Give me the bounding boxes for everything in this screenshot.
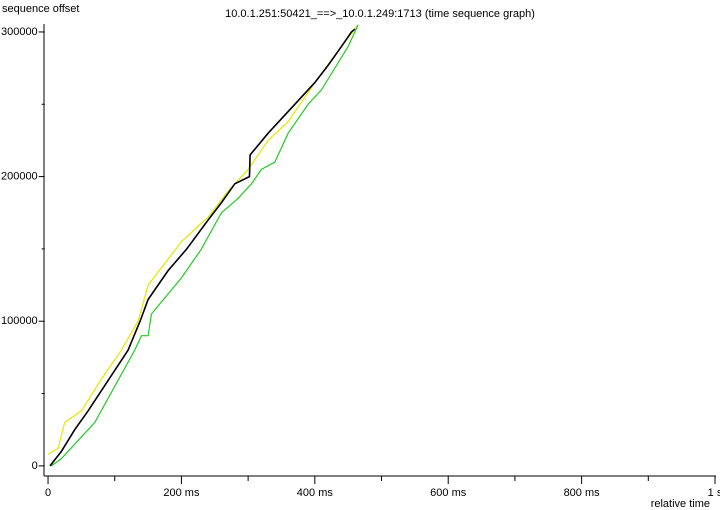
x-tick-label: 200 ms [163, 487, 200, 499]
series-line [51, 24, 359, 467]
x-tick-label: 400 ms [297, 487, 334, 499]
x-tick-label: 0 [45, 487, 51, 499]
x-axis-label: relative time [651, 498, 710, 510]
x-tick-label: 800 ms [564, 487, 601, 499]
x-tick-label: 600 ms [430, 487, 467, 499]
x-tick-label: 1 s [708, 487, 720, 499]
series-line [49, 28, 356, 467]
y-tick-label: 0 [32, 460, 38, 472]
chart-title: 10.0.1.251:50421_==>_10.0.1.249:1713 (ti… [225, 8, 535, 20]
y-axis-label: sequence offset [2, 3, 79, 15]
y-tick-label: 200000 [1, 171, 38, 183]
y-tick-label: 300000 [1, 26, 38, 38]
y-tick-label: 100000 [1, 315, 38, 327]
series-line [47, 24, 359, 455]
